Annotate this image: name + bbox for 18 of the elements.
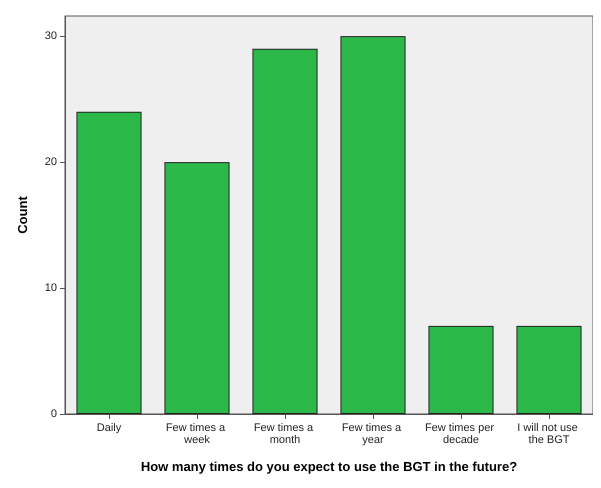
x-tick-label: Few times per decade <box>424 422 498 446</box>
x-axis-title: How many times do you expect to use the BGT in the future? <box>140 459 518 474</box>
bar <box>516 326 582 414</box>
y-axis-title: Count <box>15 196 30 234</box>
x-tick-label: I will not use the BGT <box>517 422 581 446</box>
x-tick-label: Few times a month <box>254 422 316 446</box>
y-tick-label: 20 <box>44 156 57 168</box>
bar <box>340 36 406 414</box>
y-tick-label: 30 <box>44 30 57 42</box>
x-tick-label: Few times a year <box>342 422 404 446</box>
y-tick-label: 10 <box>44 282 57 294</box>
x-tick-label: Few times a week <box>166 422 228 446</box>
bar <box>164 162 230 414</box>
y-tick-label: 0 <box>50 408 57 420</box>
bar <box>252 48 318 414</box>
x-tick-label: Daily <box>96 422 122 434</box>
bar <box>428 326 494 414</box>
bar <box>76 112 142 414</box>
